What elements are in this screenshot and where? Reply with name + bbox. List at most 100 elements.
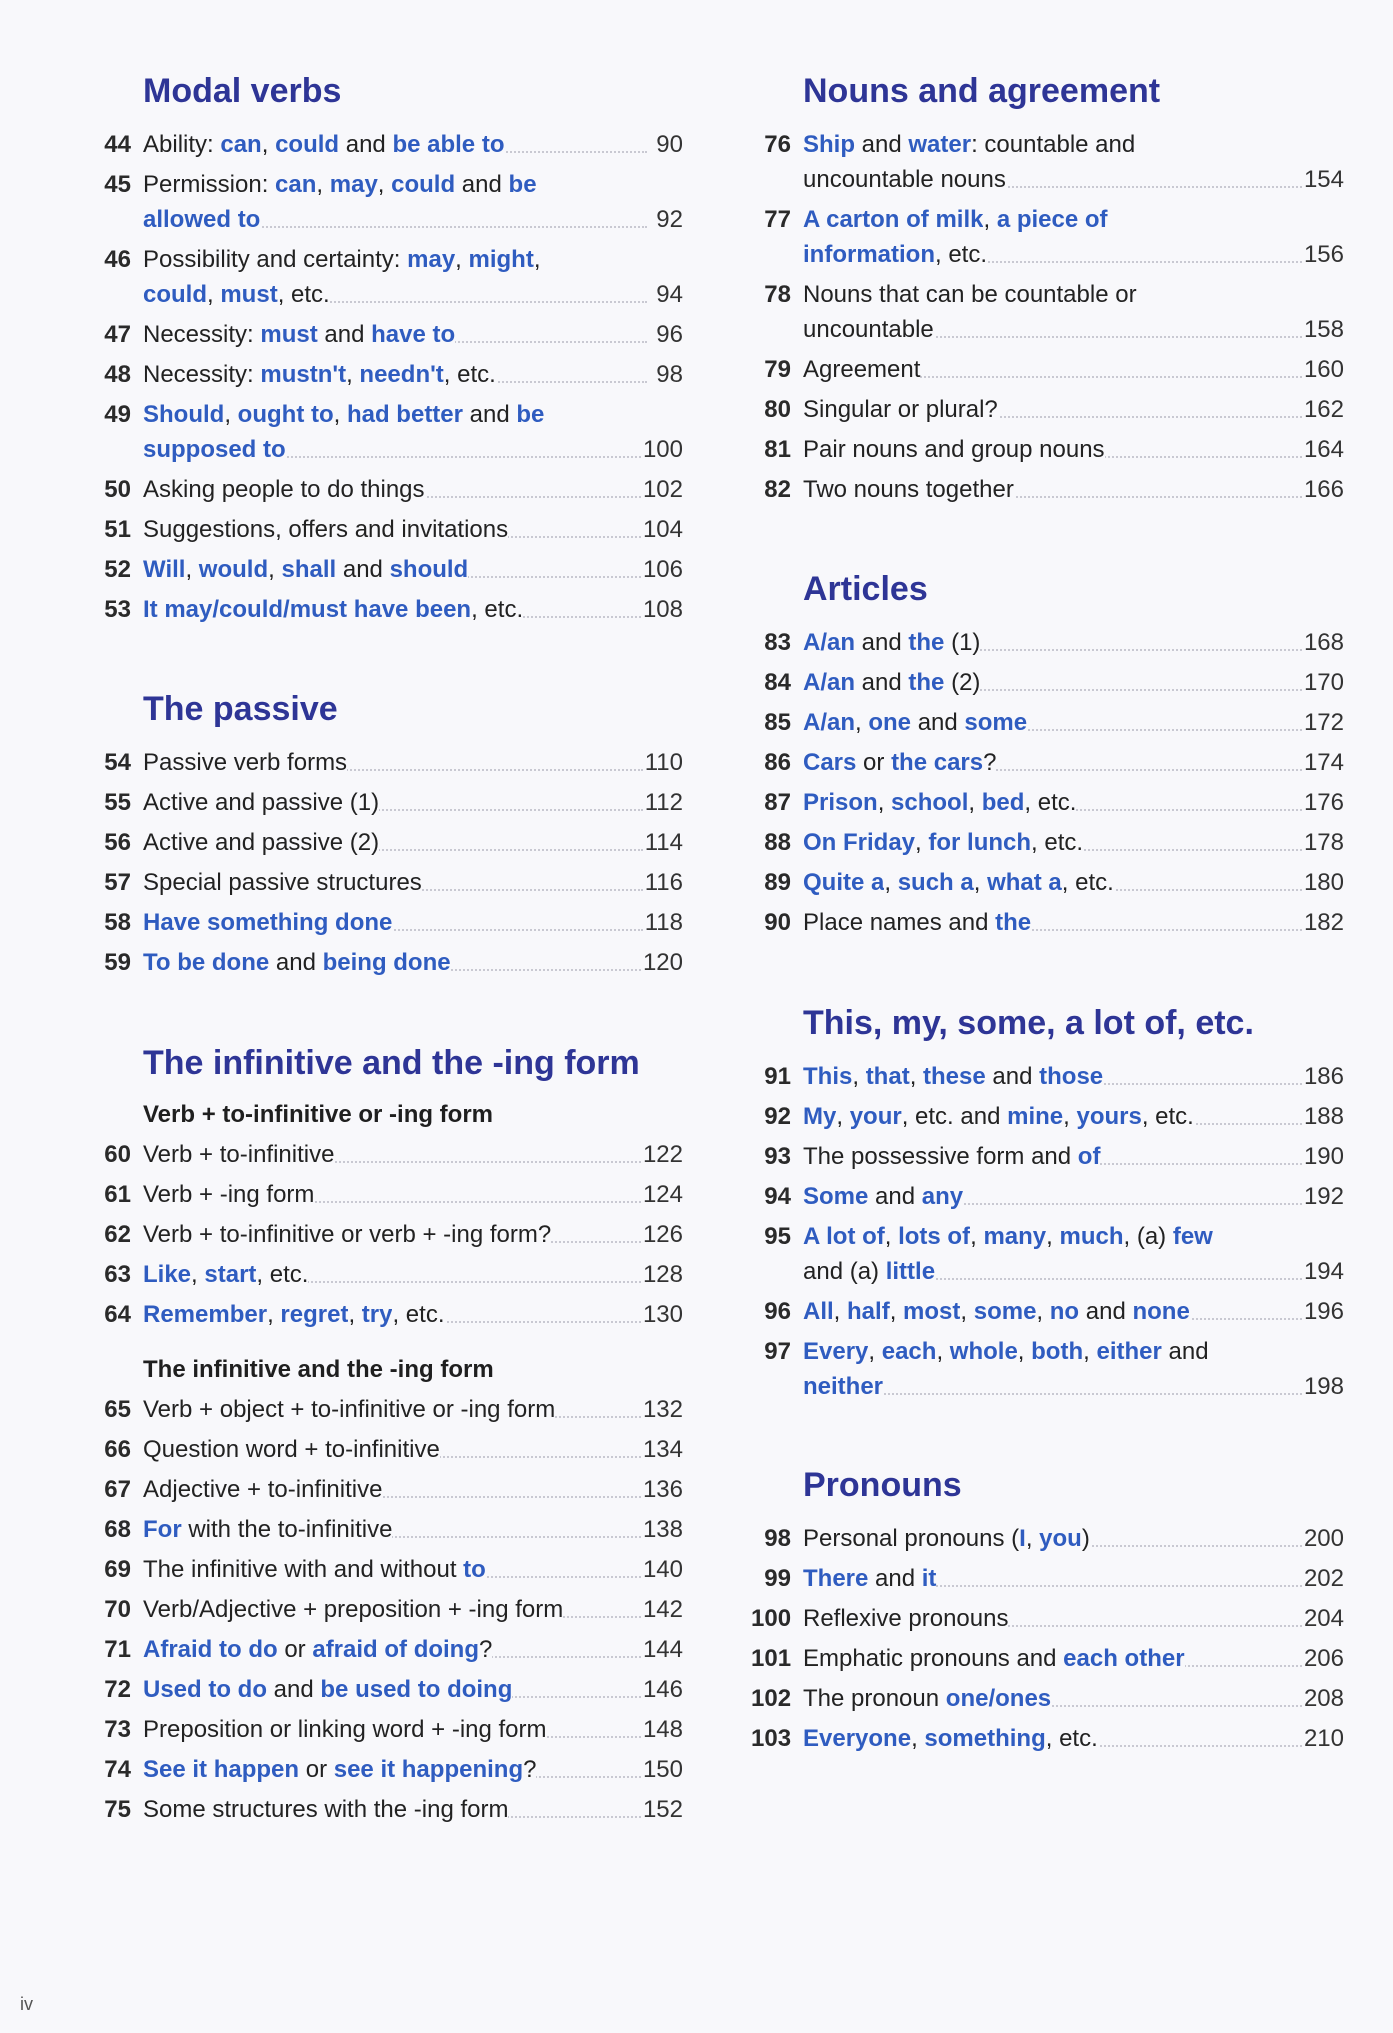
toc-entry[interactable]: 84 A/an and the (2) 170 <box>751 665 1344 700</box>
toc-entry[interactable]: 62 Verb + to-infinitive or verb + -ing fo… <box>91 1217 683 1252</box>
title-line: A lot of, lots of, many, much, (a) few <box>803 1219 1302 1254</box>
toc-entry[interactable]: 80 Singular or plural? 162 <box>751 392 1344 427</box>
section-heading: Pronouns <box>803 1466 962 1504</box>
title-text: Possibility and certainty: <box>143 246 408 273</box>
page-reference: 188 <box>1301 1099 1344 1134</box>
toc-entry[interactable]: 74 See it happen or see it happening? 150 <box>91 1752 683 1787</box>
unit-title: A carton of milk, a piece of information,… <box>803 202 1302 272</box>
toc-entry[interactable]: 63 Like, start, etc. 128 <box>91 1257 683 1292</box>
toc-entry[interactable]: 77 A carton of milk, a piece of informatio… <box>751 202 1344 272</box>
page-reference: 202 <box>1301 1561 1344 1596</box>
page-reference: 92 <box>647 202 683 237</box>
toc-entry[interactable]: 72 Used to do and be used to doing 146 <box>91 1672 683 1707</box>
unit-title: Verb + to-infinitive <box>143 1137 641 1172</box>
toc-entry[interactable]: 51 Suggestions, offers and invitations 104 <box>91 512 683 547</box>
page-reference: 112 <box>642 785 683 820</box>
unit-title: Personal pronouns (I, you) <box>803 1521 1302 1556</box>
unit-number: 48 <box>104 361 131 388</box>
title-line: Like, start, etc. <box>143 1257 641 1292</box>
toc-entry[interactable]: 50 Asking people to do things 102 <box>91 472 683 507</box>
toc-entry[interactable]: 93 The possessive form and of 190 <box>751 1139 1344 1174</box>
toc-entry[interactable]: 102 The pronoun one/ones 208 <box>751 1681 1344 1716</box>
toc-entry[interactable]: 65 Verb + object + to-infinitive or -ing … <box>91 1392 683 1427</box>
toc-entry[interactable]: 66 Question word + to-infinitive 134 <box>91 1432 683 1467</box>
unit-number: 45 <box>104 171 131 198</box>
toc-entry[interactable]: 76 Ship and water: countable and uncountab… <box>751 127 1344 197</box>
keyword-text: these <box>923 1063 986 1090</box>
toc-entry[interactable]: 57 Special passive structures 116 <box>91 865 683 900</box>
toc-entry[interactable]: 101 Emphatic pronouns and each other 206 <box>751 1641 1344 1676</box>
toc-entry[interactable]: 54 Passive verb forms 110 <box>91 745 683 780</box>
toc-entry[interactable]: 49 Should, ought to, had better and be sup… <box>91 397 683 467</box>
toc-entry[interactable]: 91 This, that, these and those 186 <box>751 1059 1344 1094</box>
toc-entry[interactable]: 73 Preposition or linking word + -ing for… <box>91 1712 683 1747</box>
toc-entry[interactable]: 53 It may/could/must have been, etc. 108 <box>91 592 683 627</box>
toc-entry[interactable]: 103 Everyone, something, etc. 210 <box>751 1721 1344 1756</box>
toc-entry[interactable]: 83 A/an and the (1) 168 <box>751 625 1344 660</box>
toc-entry[interactable]: 55 Active and passive (1) 112 <box>91 785 683 820</box>
toc-entry[interactable]: 61 Verb + -ing form 124 <box>91 1177 683 1212</box>
unit-title: A lot of, lots of, many, much, (a) few an… <box>803 1219 1302 1289</box>
toc-entry[interactable]: 95 A lot of, lots of, many, much, (a) few… <box>751 1219 1344 1289</box>
toc-entry[interactable]: 78 Nouns that can be countable or uncounta… <box>751 277 1344 347</box>
toc-entry[interactable]: 86 Cars or the cars? 174 <box>751 745 1344 780</box>
toc-entry[interactable]: 75 Some structures with the -ing form 152 <box>91 1792 683 1827</box>
toc-entry[interactable]: 68 For with the to-infinitive 138 <box>91 1512 683 1547</box>
title-text: ? <box>983 749 997 776</box>
keyword-text: All <box>803 1298 834 1325</box>
title-text: and <box>267 1676 321 1703</box>
toc-entry[interactable]: 90 Place names and the 182 <box>751 905 1344 940</box>
toc-entry[interactable]: 92 My, your, etc. and mine, yours, etc. 18… <box>751 1099 1344 1134</box>
toc-entry[interactable]: 48 Necessity: mustn't, needn't, etc. 98 <box>91 357 683 392</box>
toc-entry[interactable]: 47 Necessity: must and have to 96 <box>91 317 683 352</box>
page-reference: 204 <box>1301 1601 1344 1636</box>
title-text: Question word + to-infinitive <box>143 1436 440 1463</box>
toc-entry[interactable]: 87 Prison, school, bed, etc. 176 <box>751 785 1344 820</box>
toc-entry[interactable]: 99 There and it 202 <box>751 1561 1344 1596</box>
title-text: , <box>1063 1103 1077 1130</box>
title-text: , <box>1036 1298 1050 1325</box>
title-text: , <box>960 1298 974 1325</box>
keyword-text: supposed to <box>143 436 286 463</box>
toc-entry[interactable]: 85 A/an, one and some 172 <box>751 705 1344 740</box>
toc-entry[interactable]: 98 Personal pronouns (I, you) 200 <box>751 1521 1344 1556</box>
title-line: Have something done <box>143 905 643 940</box>
toc-entry[interactable]: 79 Agreement 160 <box>751 352 1344 387</box>
title-text: , <box>1083 1338 1097 1365</box>
title-text: Reflexive pronouns <box>803 1605 1009 1632</box>
title-text: and <box>1079 1298 1133 1325</box>
toc-entry[interactable]: 58 Have something done 118 <box>91 905 683 940</box>
toc-entry[interactable]: 59 To be done and being done 120 <box>91 945 683 980</box>
toc-entry[interactable]: 100 Reflexive pronouns 204 <box>751 1601 1344 1636</box>
unit-number: 50 <box>104 476 131 503</box>
toc-entry[interactable]: 97 Every, each, whole, both, either and ne… <box>751 1334 1344 1404</box>
toc-entry[interactable]: 71 Afraid to do or afraid of doing? 144 <box>91 1632 683 1667</box>
title-line: The possessive form and of <box>803 1139 1302 1174</box>
keyword-text: Quite a <box>803 869 885 896</box>
toc-entry[interactable]: 46 Possibility and certainty: may, might,… <box>91 242 683 312</box>
contents-section: The infinitive and the -ing form Verb + t… <box>91 1041 683 1832</box>
unit-title: My, your, etc. and mine, yours, etc. <box>803 1099 1302 1134</box>
toc-entry[interactable]: 67 Adjective + to-infinitive 136 <box>91 1472 683 1507</box>
toc-entry[interactable]: 88 On Friday, for lunch, etc. 178 <box>751 825 1344 860</box>
title-text: (2) <box>944 669 981 696</box>
toc-entry[interactable]: 60 Verb + to-infinitive 122 <box>91 1137 683 1172</box>
keyword-text: allowed to <box>143 206 261 233</box>
toc-entry[interactable]: 82 Two nouns together 166 <box>751 472 1344 507</box>
title-line: Afraid to do or afraid of doing? <box>143 1632 641 1667</box>
toc-entry[interactable]: 56 Active and passive (2) 114 <box>91 825 683 860</box>
toc-entry[interactable]: 81 Pair nouns and group nouns 164 <box>751 432 1344 467</box>
toc-entry[interactable]: 70 Verb/Adjective + preposition + -ing fo… <box>91 1592 683 1627</box>
toc-entry[interactable]: 96 All, half, most, some, no and none 196 <box>751 1294 1344 1329</box>
toc-entry[interactable]: 52 Will, would, shall and should 106 <box>91 552 683 587</box>
toc-entry[interactable]: 64 Remember, regret, try, etc. 130 <box>91 1297 683 1332</box>
toc-entry[interactable]: 89 Quite a, such a, what a, etc. 180 <box>751 865 1344 900</box>
toc-entry[interactable]: 94 Some and any 192 <box>751 1179 1344 1214</box>
toc-entry[interactable]: 44 Ability: can, could and be able to 90 <box>91 127 683 162</box>
title-text: , etc. <box>471 596 524 623</box>
title-text: , <box>968 789 982 816</box>
toc-entry[interactable]: 45 Permission: can, may, could and be allo… <box>91 167 683 237</box>
toc-entry[interactable]: 69 The infinitive with and without to 140 <box>91 1552 683 1587</box>
title-text: uncountable <box>803 316 934 343</box>
page-reference: 162 <box>1301 392 1344 427</box>
